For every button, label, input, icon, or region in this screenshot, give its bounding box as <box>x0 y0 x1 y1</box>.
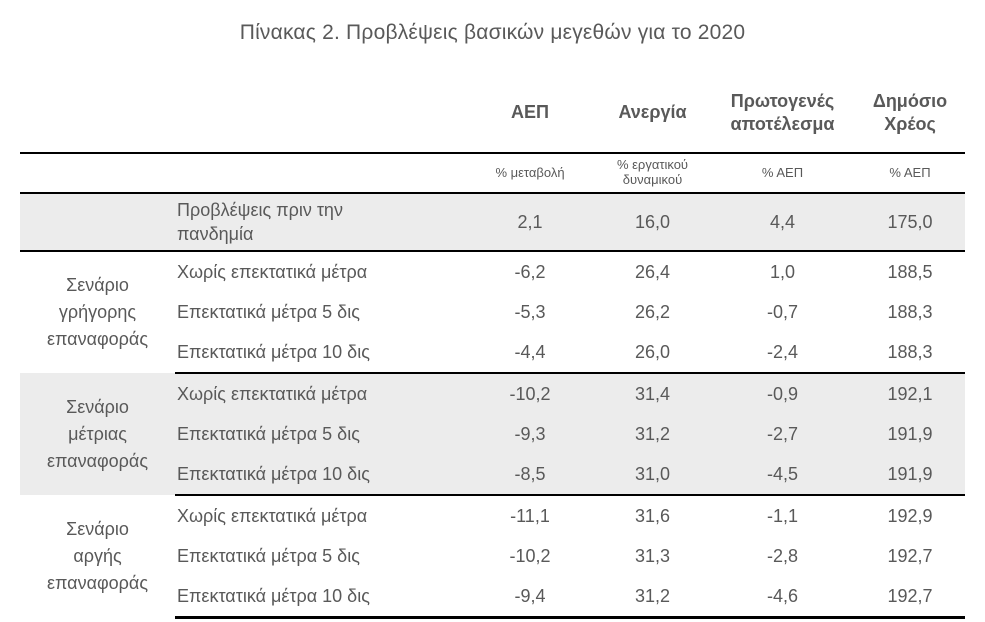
value-cell: 26,4 <box>634 261 671 282</box>
value-cell: -9,4 <box>465 576 595 619</box>
units-row: % μεταβολή % εργατικού δυναμικού % ΑΕΠ %… <box>20 152 965 194</box>
column-header-unemployment: Ανεργία <box>595 73 710 153</box>
value-cell: 26,0 <box>595 332 710 374</box>
value-cell: 16,0 <box>595 193 710 252</box>
value-cell: -9,3 <box>465 414 595 454</box>
column-header-public-debt: Δημόσιο Χρέος <box>855 73 965 153</box>
value-cell: 192,1 <box>855 373 965 414</box>
value-cell: -10,2 <box>509 545 551 566</box>
value-cell: -10,2 <box>465 373 595 414</box>
measure-label-cell: Επεκτατικά μέτρα 5 δις <box>177 301 360 322</box>
unit-label: % εργατικού δυναμικού <box>616 157 689 187</box>
value-cell: 192,9 <box>887 505 933 526</box>
value-cell: 31,3 <box>634 545 671 566</box>
empty-cell <box>175 152 465 194</box>
measure-label-cell: Επεκτατικά μέτρα 5 δις <box>175 414 465 454</box>
value-cell: -0,7 <box>766 301 799 322</box>
table-row: Σενάριο μέτριας επαναφοράς Χωρίς επεκτατ… <box>20 373 965 495</box>
scenario-label: Σενάριο γρήγορης επαναφοράς <box>46 275 148 349</box>
value-cell: 192,7 <box>887 545 933 566</box>
value-cell: 31,2 <box>595 414 710 454</box>
column-header-label: Πρωτογενές αποτέλεσμα <box>730 91 835 134</box>
value-cell: 4,4 <box>710 193 855 252</box>
value-cell: -2,4 <box>710 332 855 374</box>
value-cell: 1,0 <box>769 261 796 282</box>
value-cell: 192,7 <box>855 576 965 619</box>
scenario-name-medium: Σενάριο μέτριας επαναφοράς <box>20 373 175 495</box>
column-header-label: ΑΕΠ <box>510 102 549 123</box>
unit-public-debt: % ΑΕΠ <box>855 152 965 194</box>
value-cell: 31,4 <box>595 373 710 414</box>
table-row: Επεκτατικά μέτρα 5 δις -10,2 31,3 -2,8 1… <box>20 536 965 576</box>
table-row: Επεκτατικά μέτρα 10 δις -9,4 31,2 -4,6 1… <box>20 576 965 619</box>
value-cell: 175,0 <box>855 193 965 252</box>
value-cell: 31,6 <box>634 505 671 526</box>
measure-label-cell: Χωρίς επεκτατικά μέτρα <box>177 505 368 526</box>
value-cell: -4,4 <box>465 332 595 374</box>
table-header-row: ΑΕΠ Ανεργία Πρωτογενές αποτέλεσμα Δημόσι… <box>20 73 965 153</box>
value-cell: 26,2 <box>634 301 671 322</box>
scenario-label: Σενάριο αργής επαναφοράς <box>46 518 148 593</box>
measure-label-cell: Επεκτατικά μέτρα 5 δις <box>177 545 360 566</box>
column-header-label: Δημόσιο Χρέος <box>872 91 948 134</box>
value-cell: 2,1 <box>465 193 595 252</box>
value-cell: -4,5 <box>710 454 855 496</box>
unit-label: % ΑΕΠ <box>761 164 804 180</box>
value-cell: -6,2 <box>514 261 546 282</box>
table-row: Σενάριο αργής επαναφοράς Χωρίς επεκτατικ… <box>20 495 965 593</box>
value-cell: 188,5 <box>887 261 933 282</box>
scenario-name-fast: Σενάριο γρήγορης επαναφοράς <box>20 251 175 373</box>
measure-label-cell: Επεκτατικά μέτρα 10 δις <box>175 576 465 619</box>
baseline-label: Προβλέψεις πριν την πανδημία <box>177 199 343 244</box>
column-header-label: Ανεργία <box>618 102 687 123</box>
table-row: Επεκτατικά μέτρα 5 δις -9,3 31,2 -2,7 19… <box>20 414 965 454</box>
value-cell: -2,8 <box>766 545 799 566</box>
unit-unemployment: % εργατικού δυναμικού <box>595 152 710 194</box>
value-cell: 31,2 <box>595 576 710 619</box>
value-cell: 191,9 <box>855 414 965 454</box>
value-cell: -8,5 <box>465 454 595 496</box>
unit-gdp: % μεταβολή <box>465 152 595 194</box>
value-cell: -0,9 <box>710 373 855 414</box>
scenario-name-slow: Σενάριο αργής επαναφοράς <box>20 495 175 618</box>
unit-label: % ΑΕΠ <box>889 164 931 180</box>
table-row: Επεκτατικά μέτρα 10 δις -4,4 26,0 -2,4 1… <box>20 332 965 374</box>
table-row: Σενάριο γρήγορης επαναφοράς Χωρίς επεκτα… <box>20 251 965 350</box>
value-cell: -11,1 <box>510 505 550 526</box>
empty-header-cell <box>175 73 465 153</box>
baseline-row: Προβλέψεις πριν την πανδημία 2,1 16,0 4,… <box>20 193 965 252</box>
measure-label-cell: Χωρίς επεκτατικά μέτρα <box>177 261 368 282</box>
measure-label-cell: Χωρίς επεκτατικά μέτρα <box>175 373 465 414</box>
baseline-label-cell: Προβλέψεις πριν την πανδημία <box>175 193 465 252</box>
column-header-primary-balance: Πρωτογενές αποτέλεσμα <box>710 73 855 153</box>
forecast-table: ΑΕΠ Ανεργία Πρωτογενές αποτέλεσμα Δημόσι… <box>20 73 965 619</box>
empty-cell <box>20 152 175 194</box>
value-cell: 191,9 <box>855 454 965 496</box>
value-cell: -4,6 <box>710 576 855 619</box>
empty-header-cell <box>20 73 175 153</box>
unit-label: % μεταβολή <box>495 164 565 180</box>
value-cell: -2,7 <box>710 414 855 454</box>
table-row: Επεκτατικά μέτρα 10 δις -8,5 31,0 -4,5 1… <box>20 454 965 496</box>
table-row: Επεκτατικά μέτρα 5 δις -5,3 26,2 -0,7 18… <box>20 292 965 332</box>
value-cell: 31,0 <box>595 454 710 496</box>
value-cell: -1,1 <box>766 505 799 526</box>
empty-cell <box>20 193 175 252</box>
unit-primary-balance: % ΑΕΠ <box>710 152 855 194</box>
column-header-gdp: ΑΕΠ <box>465 73 595 153</box>
page-title: Πίνακας 2. Προβλέψεις βασικών μεγεθών γι… <box>239 21 746 44</box>
measure-label-cell: Επεκτατικά μέτρα 10 δις <box>175 454 465 496</box>
value-cell: 188,3 <box>855 332 965 374</box>
value-cell: -5,3 <box>514 301 546 322</box>
measure-label-cell: Επεκτατικά μέτρα 10 δις <box>175 332 465 374</box>
value-cell: 188,3 <box>887 301 933 322</box>
scenario-label: Σενάριο μέτριας επαναφοράς <box>46 396 148 471</box>
